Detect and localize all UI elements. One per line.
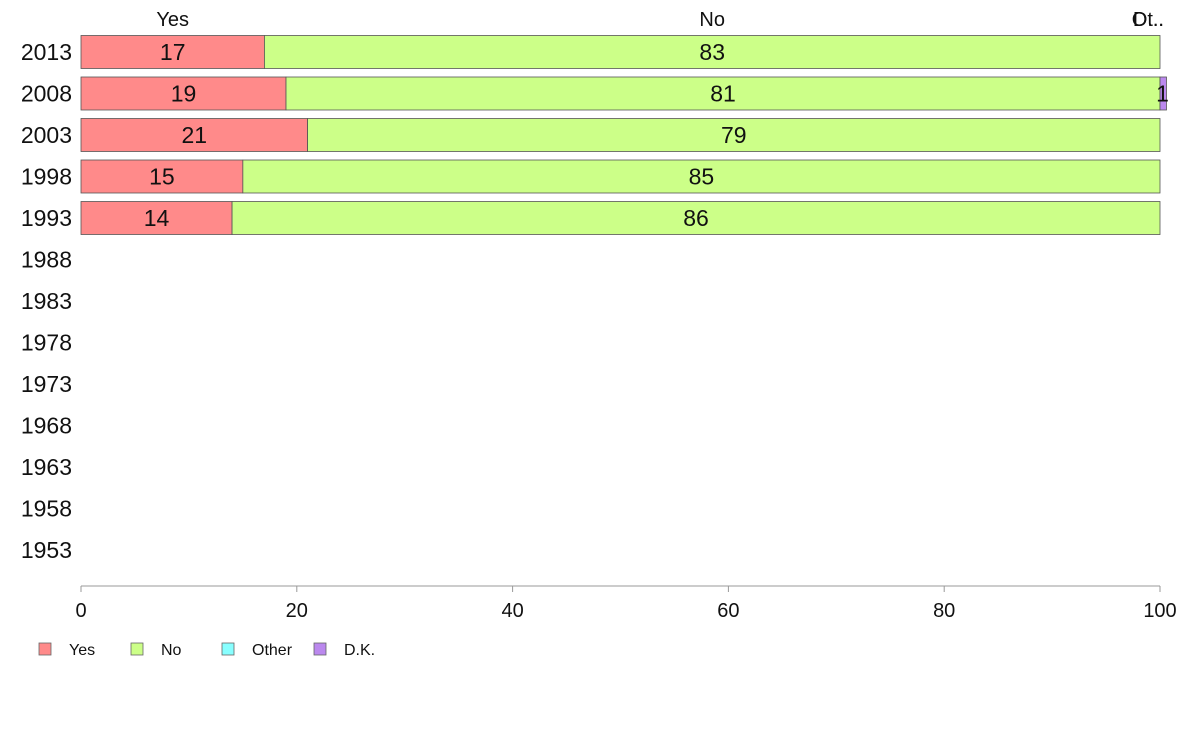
legend-swatch-no [130, 642, 144, 656]
data-label-2013-yes: 17 [160, 39, 186, 65]
legend-label-dk: D.K. [344, 642, 375, 659]
y-tick-label-1953: 1953 [21, 537, 72, 563]
bar-2003-yes [80, 118, 308, 152]
x-tick-label-80: 80 [933, 600, 955, 622]
legend-swatch-other [221, 642, 235, 656]
x-tick-label-100: 100 [1143, 600, 1176, 622]
x-axis: 0 20 40 60 80 100 [75, 585, 1177, 622]
y-tick-label-1968: 1968 [21, 413, 72, 439]
x-tick-label-60: 60 [717, 600, 739, 622]
bar-2013-no [264, 35, 1161, 69]
bars-layer: 17 83 19 81 1 21 79 15 85 14 86 [80, 35, 1169, 235]
data-label-1998-yes: 15 [149, 164, 175, 190]
legend-swatch-dk [313, 642, 327, 656]
legend-label-no: No [161, 642, 182, 659]
y-tick-label-2013: 2013 [21, 39, 72, 65]
data-label-2003-yes: 21 [181, 122, 207, 148]
top-label-0: Yes [156, 9, 189, 31]
top-label-1: No [699, 9, 725, 31]
data-label-1998-no: 85 [689, 164, 715, 190]
x-tick-label-0: 0 [75, 600, 86, 622]
bar-1993-yes [80, 201, 233, 235]
bar-2008-dk [1159, 76, 1167, 111]
top-label-3: D... [1133, 9, 1164, 31]
bar-1993-no [231, 201, 1161, 235]
legend-label-yes: Yes [69, 642, 95, 659]
y-tick-label-1988: 1988 [21, 247, 72, 273]
y-tick-label-1993: 1993 [21, 205, 72, 231]
data-label-2008-dk: 1 [1156, 81, 1169, 107]
y-tick-label-2003: 2003 [21, 122, 72, 148]
data-label-1993-no: 86 [683, 205, 709, 231]
bar-1998-yes [80, 159, 244, 194]
data-label-2008-yes: 19 [171, 81, 197, 107]
legend-swatch-yes [38, 642, 52, 656]
legend-label-other: Other [252, 642, 293, 659]
bar-1998-no [242, 159, 1161, 194]
y-tick-label-1958: 1958 [21, 496, 72, 522]
y-tick-label-1983: 1983 [21, 288, 72, 314]
y-tick-label-1978: 1978 [21, 330, 72, 356]
y-tick-label-1963: 1963 [21, 454, 72, 480]
y-tick-label-1973: 1973 [21, 371, 72, 397]
data-label-2008-no: 81 [710, 81, 736, 107]
y-tick-label-2008: 2008 [21, 81, 72, 107]
x-tick-label-40: 40 [501, 600, 523, 622]
y-axis: 2013 2008 2003 1998 1993 1988 1983 1978 1973 1968… [21, 39, 72, 563]
data-label-2013-no: 83 [699, 39, 725, 65]
x-tick-label-20: 20 [286, 600, 308, 622]
bar-2003-no [307, 118, 1161, 152]
data-label-1993-yes: 14 [144, 205, 170, 231]
top-label-2: Ot.. [1132, 9, 1164, 31]
data-label-2003-no: 79 [721, 122, 747, 148]
top-category-labels: Yes No Ot..D... [156, 9, 1164, 31]
y-tick-label-1998: 1998 [21, 164, 72, 190]
legend: Yes No Other D.K. [38, 642, 375, 659]
